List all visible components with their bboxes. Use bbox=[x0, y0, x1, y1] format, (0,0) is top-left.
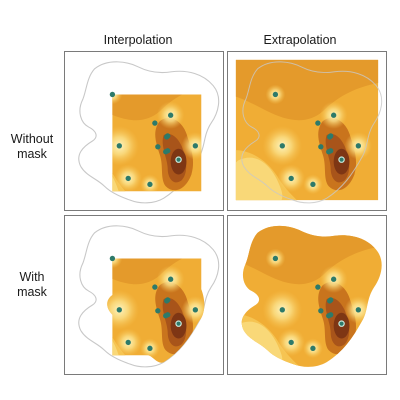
sample-point bbox=[310, 181, 316, 187]
row-header-with-mask-line1: With bbox=[19, 270, 45, 284]
sample-point bbox=[338, 320, 345, 327]
sample-point bbox=[125, 175, 131, 182]
row-header-with-mask: With mask bbox=[2, 270, 62, 300]
sample-point bbox=[279, 307, 285, 313]
sample-point bbox=[310, 345, 316, 351]
panel-extrapolation-with-mask bbox=[227, 215, 387, 375]
sample-point bbox=[355, 143, 362, 149]
sample-point bbox=[163, 313, 169, 319]
masked-extrapolated-surface bbox=[241, 225, 382, 367]
sample-point bbox=[288, 339, 294, 346]
sample-point bbox=[330, 276, 337, 282]
sample-point bbox=[192, 307, 199, 313]
sample-point bbox=[318, 308, 324, 314]
sample-point bbox=[152, 120, 158, 126]
sample-point bbox=[327, 134, 333, 140]
surface-darker-region bbox=[235, 59, 379, 121]
sample-point bbox=[272, 255, 279, 262]
surface-light-patch bbox=[112, 176, 119, 192]
surface-light-patch bbox=[107, 321, 120, 363]
sample-point bbox=[109, 91, 116, 98]
sample-point bbox=[116, 143, 122, 149]
column-header-interpolation: Interpolation bbox=[103, 33, 173, 47]
sample-point bbox=[192, 143, 199, 149]
column-header-extrapolation: Extrapolation bbox=[263, 33, 337, 47]
sample-point bbox=[155, 308, 161, 314]
sample-point bbox=[318, 144, 324, 150]
sample-point bbox=[163, 149, 169, 155]
sample-point bbox=[152, 284, 158, 290]
surface-glow bbox=[112, 126, 140, 166]
surface-glow bbox=[181, 131, 202, 160]
sample-point bbox=[315, 284, 321, 290]
panel-graphic bbox=[235, 59, 383, 204]
sample-point bbox=[338, 156, 345, 163]
sample-point bbox=[315, 120, 321, 126]
row-header-without-mask-line1: Without bbox=[10, 132, 54, 146]
row-header-without-mask: Without mask bbox=[2, 132, 62, 162]
sample-point bbox=[330, 112, 337, 118]
sample-point bbox=[147, 181, 153, 187]
sample-point bbox=[326, 149, 332, 155]
sample-point bbox=[175, 320, 182, 327]
sample-point bbox=[155, 144, 161, 150]
sample-point bbox=[167, 112, 174, 118]
sample-point bbox=[326, 313, 332, 319]
sample-point bbox=[109, 255, 116, 262]
sample-point bbox=[164, 298, 170, 304]
sample-point bbox=[116, 307, 122, 313]
sample-point bbox=[279, 143, 285, 149]
study-area-outline bbox=[78, 61, 220, 204]
sample-point bbox=[327, 298, 333, 304]
row-header-without-mask-line2: mask bbox=[17, 147, 47, 161]
sample-point bbox=[175, 156, 182, 163]
sample-point bbox=[355, 307, 362, 313]
surface-glow bbox=[112, 94, 123, 105]
sample-point bbox=[167, 276, 174, 282]
study-area-outline bbox=[78, 225, 220, 368]
sample-point bbox=[272, 91, 279, 98]
panel-graphic bbox=[78, 61, 220, 204]
sample-point bbox=[164, 134, 170, 140]
panel-graphic bbox=[78, 225, 220, 368]
study-area-outline bbox=[241, 61, 383, 204]
sample-point bbox=[147, 345, 153, 351]
surface-darker-region bbox=[112, 94, 183, 121]
sample-point bbox=[125, 339, 131, 346]
sample-point bbox=[288, 175, 294, 182]
panel-interpolation-without-mask bbox=[64, 51, 224, 211]
row-header-with-mask-line2: mask bbox=[17, 285, 47, 299]
panel-interpolation-with-mask bbox=[64, 215, 224, 375]
panel-graphic bbox=[241, 225, 382, 367]
panel-extrapolation-without-mask bbox=[227, 51, 387, 211]
